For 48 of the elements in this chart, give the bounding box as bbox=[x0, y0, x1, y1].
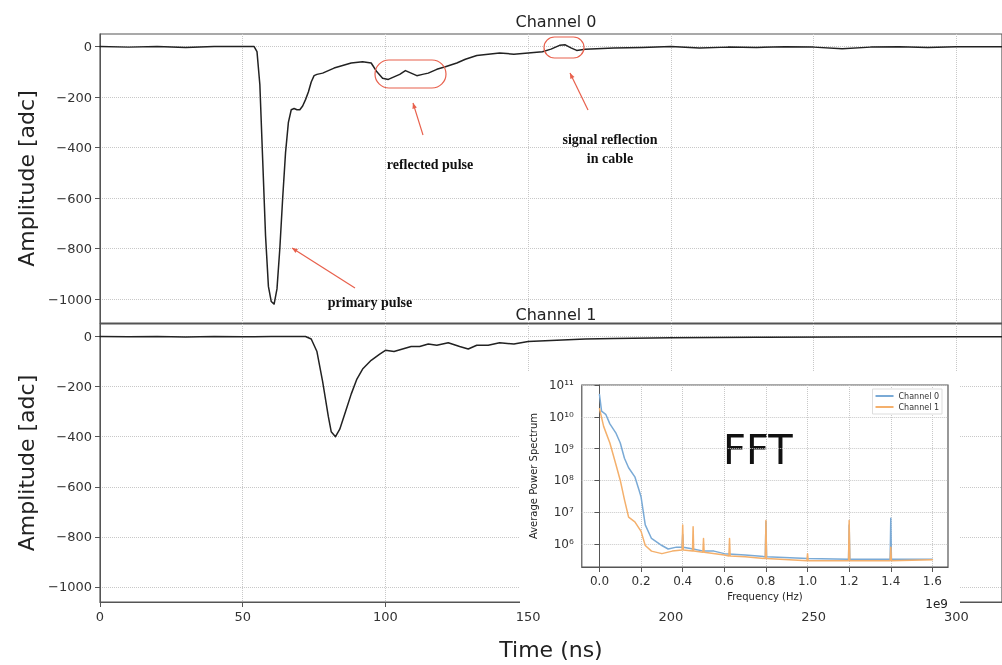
x-tick-label: 1.2 bbox=[839, 574, 859, 588]
y-tick-label: 10⁶ bbox=[553, 537, 574, 552]
x-tick-label: 250 bbox=[801, 609, 827, 624]
annotation: FFT bbox=[723, 427, 794, 473]
x-tick-label: 0 bbox=[95, 609, 105, 624]
y-tick-label: −800 bbox=[56, 529, 92, 545]
y-axis-title: Amplitude [adc] bbox=[13, 374, 39, 552]
chart-title: Channel 0 bbox=[515, 11, 597, 31]
x-tick-label: 0.4 bbox=[673, 574, 693, 588]
legend-label: Channel 1 bbox=[898, 402, 940, 412]
y-tick-label: −200 bbox=[56, 379, 92, 395]
y-tick-label: 10¹⁰ bbox=[548, 409, 574, 424]
annotation: signal reflection in cable bbox=[561, 131, 659, 168]
x-axis-title: Time (ns) bbox=[498, 636, 603, 662]
y-tick-label: −400 bbox=[56, 140, 92, 156]
y-axis-title: Average Power Spectrum bbox=[527, 412, 539, 540]
x-tick-label: 1.4 bbox=[881, 574, 901, 588]
y-tick-label: 0 bbox=[83, 39, 92, 55]
y-tick-label: −200 bbox=[56, 89, 92, 105]
y-tick-label: −600 bbox=[56, 479, 92, 495]
x-tick-label: 100 bbox=[373, 609, 398, 624]
y-tick-label: 10⁹ bbox=[553, 441, 574, 456]
annotation: reflected pulse bbox=[385, 156, 475, 174]
annotation: 1e9 bbox=[925, 597, 948, 611]
x-tick-label: 200 bbox=[658, 609, 684, 624]
x-tick-label: 1.0 bbox=[798, 574, 818, 588]
x-tick-label: 0.6 bbox=[714, 574, 734, 588]
y-tick-label: −600 bbox=[56, 190, 92, 206]
y-tick-label: 10⁸ bbox=[553, 473, 574, 488]
legend-label: Channel 0 bbox=[898, 391, 940, 401]
y-tick-label: −800 bbox=[56, 241, 92, 257]
y-tick-label: 10¹¹ bbox=[548, 378, 574, 392]
x-axis-title: Frequency (Hz) bbox=[727, 591, 803, 603]
y-tick-label: 0 bbox=[83, 329, 92, 345]
x-tick-label: 1.6 bbox=[922, 574, 942, 588]
x-tick-label: 150 bbox=[515, 609, 541, 624]
y-axis-title: Amplitude [adc] bbox=[13, 90, 39, 267]
x-tick-label: 0.0 bbox=[589, 574, 610, 588]
y-tick-label: −1000 bbox=[48, 291, 92, 307]
chart-title: Channel 1 bbox=[515, 304, 597, 324]
x-tick-label: 50 bbox=[234, 609, 251, 624]
y-tick-label: 10⁷ bbox=[553, 505, 574, 520]
y-tick-label: −400 bbox=[56, 429, 92, 445]
y-tick-label: −1000 bbox=[48, 579, 92, 595]
annotation: primary pulse bbox=[326, 294, 414, 312]
x-tick-label: 0.2 bbox=[631, 574, 651, 588]
x-tick-label: 300 bbox=[943, 609, 969, 624]
x-tick-label: 0.8 bbox=[756, 574, 776, 588]
